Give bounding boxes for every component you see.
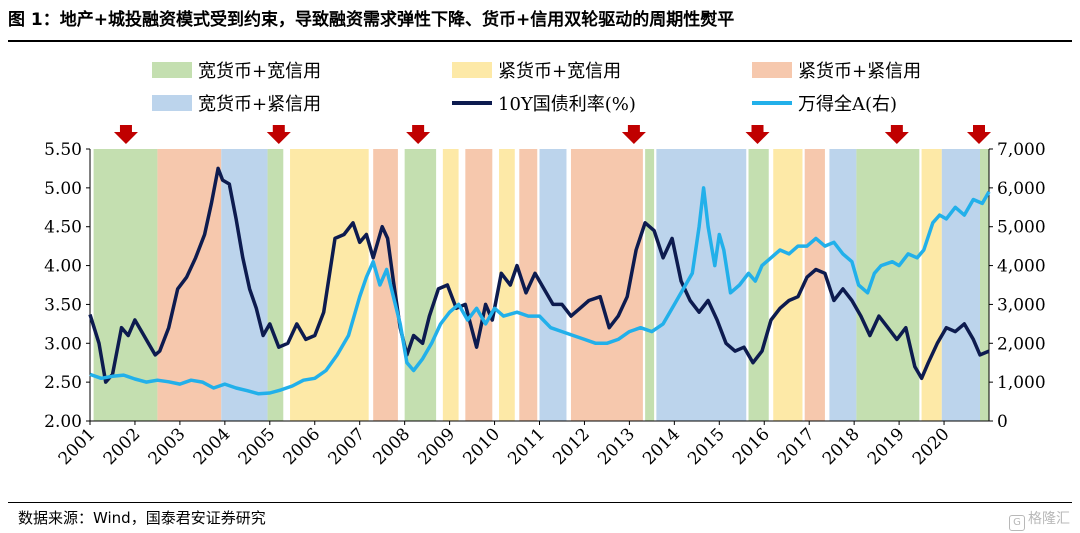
y-right-tick-label: 1,000 [997,373,1046,393]
down-arrow-marker [967,125,991,144]
x-tick-label: 2017 [774,424,819,469]
y-right-tick-label: 2,000 [997,334,1046,354]
regime-band [221,149,268,421]
regime-band [645,149,655,421]
regime-band [921,149,942,421]
regime-band [804,149,825,421]
regime-band [442,149,459,421]
x-tick-label: 2004 [190,424,235,469]
x-tick-label: 2011 [504,424,549,469]
regime-band [773,149,803,421]
x-tick-label: 2010 [459,424,504,469]
series-line-10y-yield [88,166,990,384]
title-divider [8,40,1072,42]
down-arrow-marker [745,125,770,144]
watermark-icon: G [1009,515,1025,531]
x-tick-label: 2005 [235,424,280,469]
y-right-tick-label: 3,000 [997,295,1046,315]
y-left-tick-label: 5.50 [44,140,82,160]
regime-band [856,149,920,421]
y-left-tick-label: 4.50 [44,218,82,238]
source-divider [8,502,1072,503]
down-arrow-marker [266,125,291,144]
regime-band [404,149,437,421]
x-tick-label: 2007 [325,424,370,469]
regime-band [499,149,515,421]
legend-label: 紧货币+紧信用 [798,61,921,82]
x-tick-label: 2020 [909,424,954,469]
y-left-tick-label: 3.50 [44,295,82,315]
regime-band [465,149,493,421]
legend-label: 宽货币+紧信用 [198,94,321,115]
chart-svg: 2.00 2.50 3.00 3.50 4.00 4.50 5.00 5.50 0 1,000 2,… [44,61,1046,469]
legend-swatch [752,62,792,78]
regime-band [656,149,747,421]
down-arrow-marker [621,125,646,144]
regime-band [980,149,989,421]
y-left-tick-label: 2.00 [44,412,82,432]
y-right-tick-label: 6,000 [997,179,1046,199]
x-tick-label: 2002 [100,424,145,469]
y-right-tick-label: 4,000 [997,257,1046,277]
regime-band [570,149,643,421]
regime-band [157,149,222,421]
y-left-tick-label: 4.00 [44,257,82,277]
x-tick-label: 2016 [729,424,774,469]
regime-band [941,149,981,421]
y-left-tick-label: 2.50 [44,373,82,393]
down-arrow-marker [406,125,431,144]
x-tick-label: 2009 [414,424,459,469]
y-right-tick-label: 5,000 [997,218,1046,238]
x-tick-label: 2019 [864,424,909,469]
down-arrow-marker [884,125,909,144]
series-line-wind-a-index [89,186,991,396]
x-tick-label: 2008 [369,424,414,469]
legend-swatch [452,62,492,78]
legend-label: 紧货币+宽信用 [498,61,621,82]
chart-title: 图 1：地产+城投融资模式受到约束，导致融资需求弹性下降、货币+信用双轮驱动的周… [8,10,735,30]
legend-swatch [152,95,192,111]
regime-band [539,149,567,421]
source-note: 数据来源：Wind，国泰君安证券研究 [18,509,266,527]
legend-label: 宽货币+宽信用 [198,61,321,82]
y-left-tick-label: 3.00 [44,334,82,354]
x-tick-label: 2015 [684,424,729,469]
watermark-text: 格隆汇 [1028,511,1070,527]
regime-band [267,149,284,421]
x-tick-label: 2013 [594,424,639,469]
watermark-logo: G 格隆汇 [1009,508,1070,531]
x-tick-label: 2006 [280,424,325,469]
down-arrow-marker [113,125,138,144]
y-right-tick-label: 7,000 [997,140,1046,160]
legend-swatch [152,62,192,78]
y-right-tick-label: 0 [997,412,1008,432]
legend-label: 万得全A(右) [798,94,897,115]
legend-label: 10Y国债利率(%) [498,94,636,115]
x-tick-label: 2018 [819,424,864,469]
regime-band [748,149,769,421]
regime-band [829,149,857,421]
y-left-tick-label: 5.00 [44,179,82,199]
x-tick-label: 2003 [145,424,190,469]
x-tick-label: 2012 [549,424,594,469]
x-tick-label: 2014 [639,424,684,469]
